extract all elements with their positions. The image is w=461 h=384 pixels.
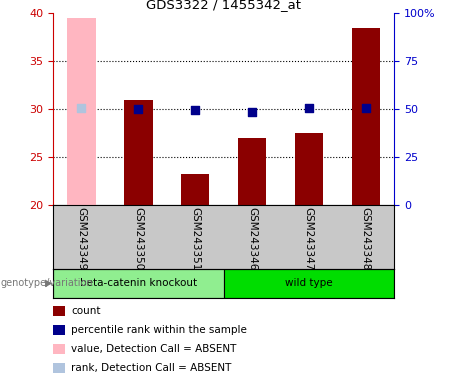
Bar (67, 18, 95, 205)
Text: GSM243349: GSM243349 (77, 207, 87, 271)
Point (78, 106, 85, 112)
Bar (53, 269, 224, 298)
Text: percentile rank within the sample: percentile rank within the sample (71, 325, 248, 335)
Text: wild type: wild type (285, 278, 333, 288)
Text: count: count (71, 306, 101, 316)
Text: value, Detection Call = ABSENT: value, Detection Call = ABSENT (71, 344, 237, 354)
Text: beta-catenin knockout: beta-catenin knockout (80, 278, 197, 288)
Point (305, 106, 313, 112)
Bar (238, 138, 266, 205)
Point (248, 109, 256, 115)
Bar (351, 28, 380, 205)
Text: genotype/variation: genotype/variation (1, 278, 94, 288)
Text: GSM243347: GSM243347 (304, 207, 314, 271)
Text: GSM243348: GSM243348 (361, 207, 371, 271)
Bar (224, 269, 394, 298)
Point (362, 106, 369, 112)
Bar (181, 174, 209, 205)
Bar (295, 133, 323, 205)
Point (191, 107, 199, 114)
Title: GDS3322 / 1455342_at: GDS3322 / 1455342_at (146, 0, 301, 11)
Text: ▶: ▶ (45, 278, 53, 288)
Text: GSM243346: GSM243346 (247, 207, 257, 271)
Point (135, 106, 142, 113)
Text: GSM243350: GSM243350 (133, 207, 143, 271)
Text: rank, Detection Call = ABSENT: rank, Detection Call = ABSENT (71, 363, 232, 373)
Text: GSM243351: GSM243351 (190, 207, 200, 271)
Bar (124, 100, 153, 205)
